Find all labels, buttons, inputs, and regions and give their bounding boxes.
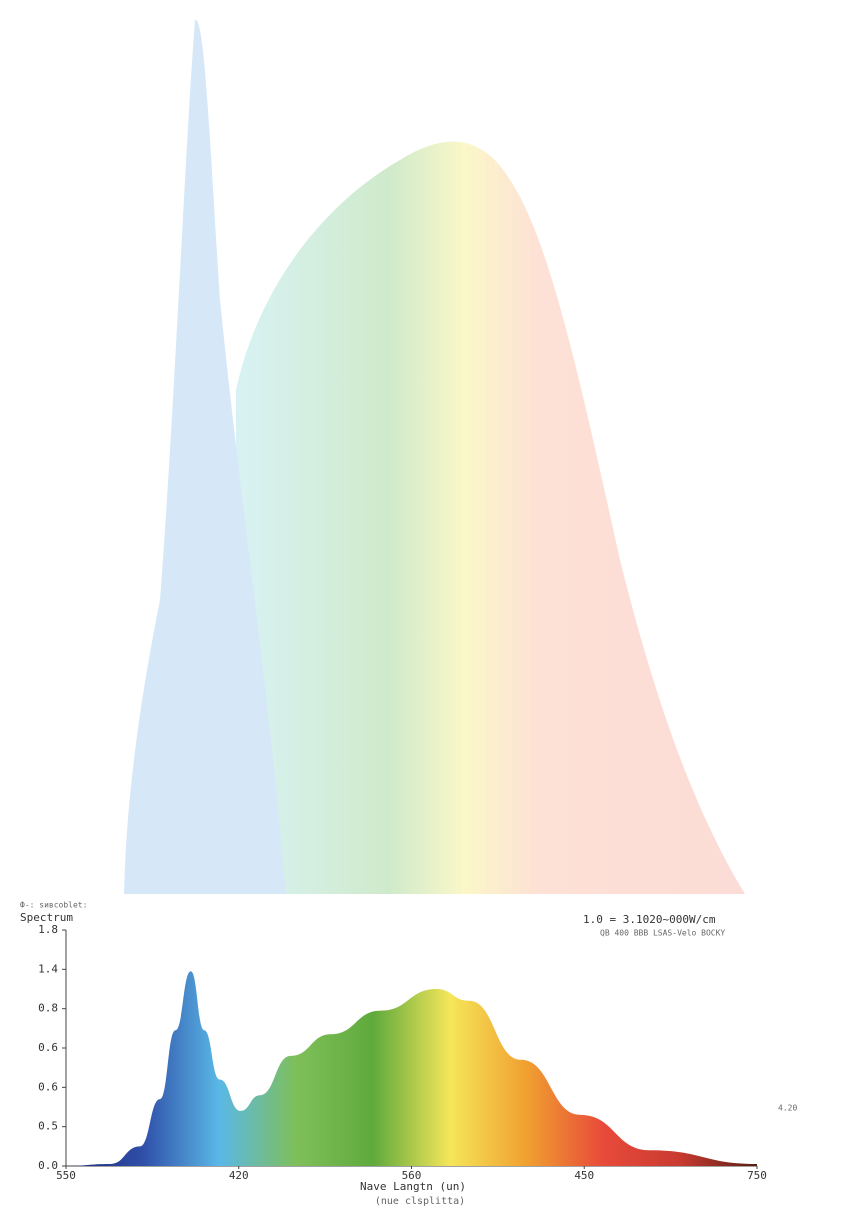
annotation: QB 400 BBB LSAS-Velo BOCKY xyxy=(600,929,725,938)
x-axis-label: Nave Langtn (un) xyxy=(360,1180,466,1193)
spectrum-area xyxy=(66,971,757,1166)
annotation: 1.0 = 3.1020~000W/cm xyxy=(583,913,716,926)
x-tick-label: 420 xyxy=(229,1169,249,1182)
x-tick-label: 560 xyxy=(402,1169,422,1182)
y-tick-label: 0.8 xyxy=(38,1002,58,1015)
faded-background xyxy=(124,19,745,894)
y-tick-label: 0.5 xyxy=(38,1120,58,1133)
chart-title: Spectrum xyxy=(20,911,73,924)
x-axis-note: (nue clsplitta) xyxy=(375,1196,465,1207)
x-tick-label: 750 xyxy=(747,1169,767,1182)
y-tick-label: 0.6 xyxy=(38,1080,58,1093)
x-tick-label: 450 xyxy=(574,1169,594,1182)
y-tick-label: 1.4 xyxy=(38,962,58,975)
subtitle: Ф-: sивсоblet: xyxy=(20,901,87,910)
y-tick-label: 0.6 xyxy=(38,1041,58,1054)
annotation: 4.20 xyxy=(778,1104,797,1113)
y-tick-label: 1.8 xyxy=(38,923,58,936)
x-tick-label: 550 xyxy=(56,1169,76,1182)
y-tick-label: 0.0 xyxy=(38,1159,58,1172)
